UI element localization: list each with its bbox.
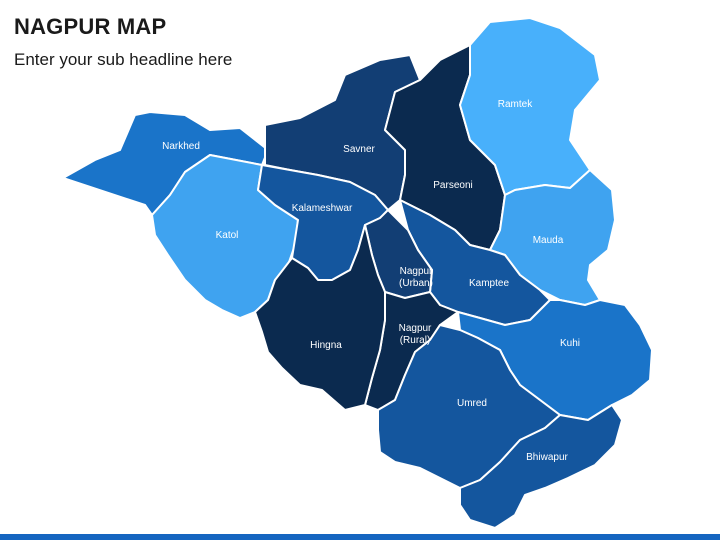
region-hingna[interactable] xyxy=(254,224,386,411)
label-bhiwapur: Bhiwapur xyxy=(526,452,568,463)
label-mauda: Mauda xyxy=(533,235,564,246)
label-katol: Katol xyxy=(216,230,239,241)
label-hingna: Hingna xyxy=(310,340,342,351)
page-title: NAGPUR MAP xyxy=(14,14,167,39)
label-nagpur-urban-sub: (Urban) xyxy=(399,278,433,289)
label-nagpur-rural-sub: (Rural) xyxy=(400,335,431,346)
label-nagpur-urban: Nagpur xyxy=(400,266,433,277)
page-subtitle: Enter your sub headline here xyxy=(14,50,233,69)
label-umred: Umred xyxy=(457,398,487,409)
label-nagpur-rural: Nagpur xyxy=(399,323,432,334)
label-kamptee: Kamptee xyxy=(469,278,509,289)
region-bhiwapur[interactable] xyxy=(459,404,623,529)
label-savner: Savner xyxy=(343,144,375,155)
label-kalameshwar: Kalameshwar xyxy=(292,203,353,214)
label-ramtek: Ramtek xyxy=(498,99,533,110)
label-narkhed: Narkhed xyxy=(162,141,200,152)
label-kuhi: Kuhi xyxy=(560,338,580,349)
label-parseoni: Parseoni xyxy=(433,180,472,191)
bottom-accent-bar xyxy=(0,534,720,540)
